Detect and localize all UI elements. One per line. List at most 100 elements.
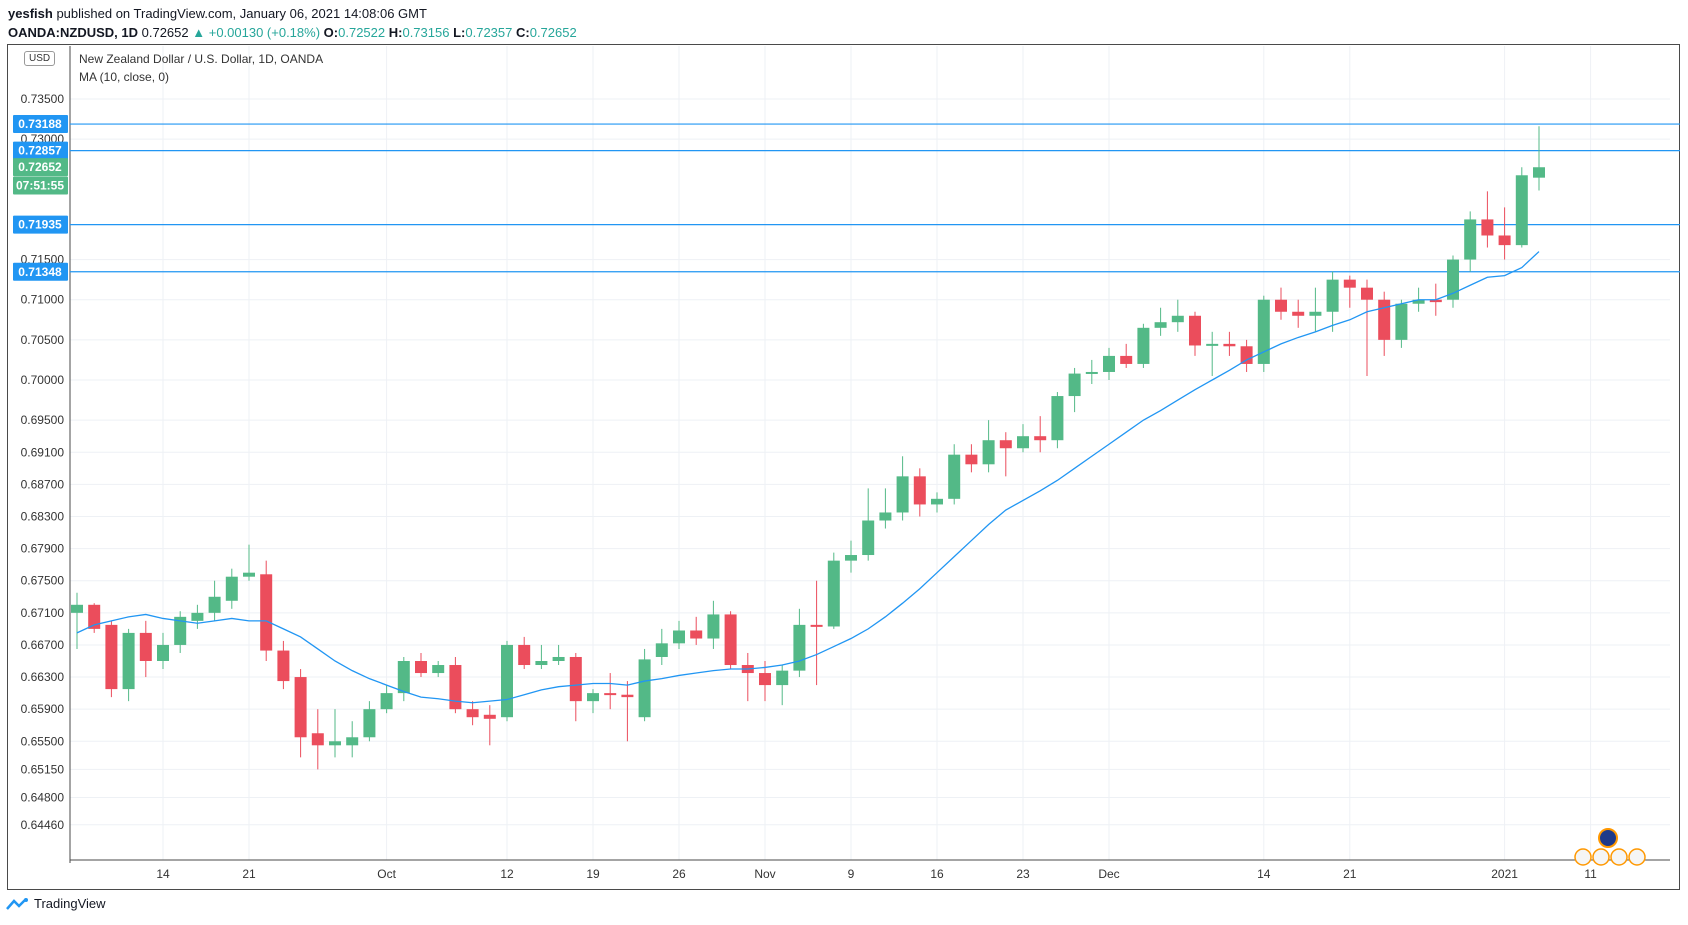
- candle-body: [1309, 311, 1322, 316]
- price-axis-label: 0.71935: [13, 215, 68, 234]
- candle: [329, 709, 341, 758]
- candle-body: [604, 693, 617, 696]
- candle-body: [1085, 371, 1098, 374]
- candle: [397, 656, 410, 702]
- candle: [1051, 392, 1064, 449]
- time-tick-label: 14: [156, 867, 170, 881]
- candle-body: [346, 737, 359, 746]
- candle-body: [845, 555, 857, 561]
- candle-body: [810, 624, 823, 627]
- candle: [380, 685, 393, 714]
- candle: [1017, 424, 1029, 453]
- candle-body: [1137, 327, 1150, 364]
- candle-body: [1498, 235, 1511, 246]
- candle-body: [1326, 279, 1339, 312]
- candle: [501, 640, 513, 722]
- time-tick-label: Nov: [754, 867, 775, 881]
- candle: [810, 580, 823, 686]
- candles-group: [71, 126, 1545, 770]
- candle-body: [862, 520, 875, 556]
- candle-body: [483, 714, 496, 719]
- candle: [965, 444, 978, 473]
- candle-body: [1275, 299, 1287, 312]
- last-price: 0.72652: [141, 25, 189, 40]
- price-tick-label: 0.67500: [21, 574, 65, 588]
- price-change: ▲ +0.00130 (+0.18%): [192, 25, 321, 40]
- price-axis-label-text: 07:51:55: [16, 179, 64, 193]
- candle-body: [793, 624, 806, 671]
- candle: [1257, 295, 1270, 372]
- low-value: 0.72357: [465, 25, 513, 40]
- candle: [604, 673, 617, 710]
- open-value: 0.72522: [338, 25, 386, 40]
- candle: [432, 661, 445, 678]
- candle: [518, 636, 531, 670]
- currency-badge[interactable]: USD: [24, 51, 56, 66]
- candle-body: [999, 440, 1012, 449]
- price-tick-label: 0.64460: [21, 818, 65, 832]
- candle: [1206, 331, 1219, 376]
- low-label: L:: [453, 25, 466, 40]
- candle-body: [225, 576, 238, 601]
- price-axis-label-bg: [13, 158, 68, 177]
- candle: [587, 689, 599, 714]
- price-axis-label-text: 0.72857: [18, 144, 62, 158]
- candle-body: [1361, 287, 1373, 300]
- author-name[interactable]: yesfish: [8, 6, 53, 21]
- candle-body: [1240, 346, 1253, 364]
- price-tick-label: 0.73500: [21, 92, 65, 106]
- price-axis-label: 0.71348: [13, 262, 68, 281]
- price-axis-label-text: 0.72652: [18, 160, 62, 174]
- time-axis: 14 21 Oct 12 19 26 Nov 9 16 23 Dec 14 21 2021 11: [156, 46, 1597, 881]
- candle: [1395, 299, 1408, 348]
- candle-body: [638, 659, 651, 718]
- candle-body: [1171, 315, 1184, 323]
- publish-info: published on TradingView.com, January 06…: [56, 6, 427, 21]
- price-tick-label: 0.66700: [21, 638, 65, 652]
- candle: [294, 669, 307, 758]
- candle: [690, 616, 703, 645]
- candle-body: [1206, 343, 1219, 346]
- candle: [948, 444, 961, 505]
- price-tick-label: 0.66300: [21, 670, 65, 684]
- candle: [88, 603, 101, 633]
- candle-body: [621, 694, 634, 698]
- us-flag-icon: [1592, 848, 1610, 866]
- candle: [1137, 323, 1150, 368]
- nz-flag-icon: [1598, 828, 1618, 848]
- candle-body: [1378, 299, 1391, 340]
- footer-brand[interactable]: TradingView: [34, 896, 106, 911]
- candle-body: [1051, 396, 1064, 441]
- candle-body: [776, 670, 789, 686]
- candle-body: [432, 665, 445, 674]
- time-tick-label: 26: [672, 867, 686, 881]
- candle-body: [311, 733, 324, 746]
- price-axis-label-bg: [13, 115, 68, 134]
- footer: TradingView: [6, 896, 106, 911]
- candle-body: [896, 476, 909, 513]
- candle-body: [724, 614, 737, 666]
- candle: [449, 656, 462, 714]
- legend-ma[interactable]: MA (10, close, 0): [79, 70, 170, 84]
- candle-body: [1343, 279, 1356, 288]
- candle: [260, 560, 273, 661]
- price-axis-label-text: 0.71935: [18, 218, 62, 232]
- chart-frame[interactable]: [7, 44, 1680, 890]
- candle-body: [1412, 299, 1425, 304]
- candle: [225, 568, 238, 609]
- time-tick-label: 2021: [1491, 867, 1518, 881]
- candle-body: [105, 624, 118, 690]
- candle: [673, 620, 685, 649]
- candle: [982, 420, 995, 473]
- candle-body: [1257, 299, 1270, 364]
- candle-body: [449, 665, 462, 710]
- tradingview-logo-icon: [6, 897, 28, 910]
- candle-body: [380, 693, 393, 710]
- candle-body: [1034, 436, 1047, 441]
- candle: [793, 608, 806, 678]
- price-axis-label-text: 0.73188: [18, 117, 62, 131]
- candle-body: [71, 604, 83, 613]
- candle: [363, 701, 376, 742]
- open-label: O:: [323, 25, 339, 40]
